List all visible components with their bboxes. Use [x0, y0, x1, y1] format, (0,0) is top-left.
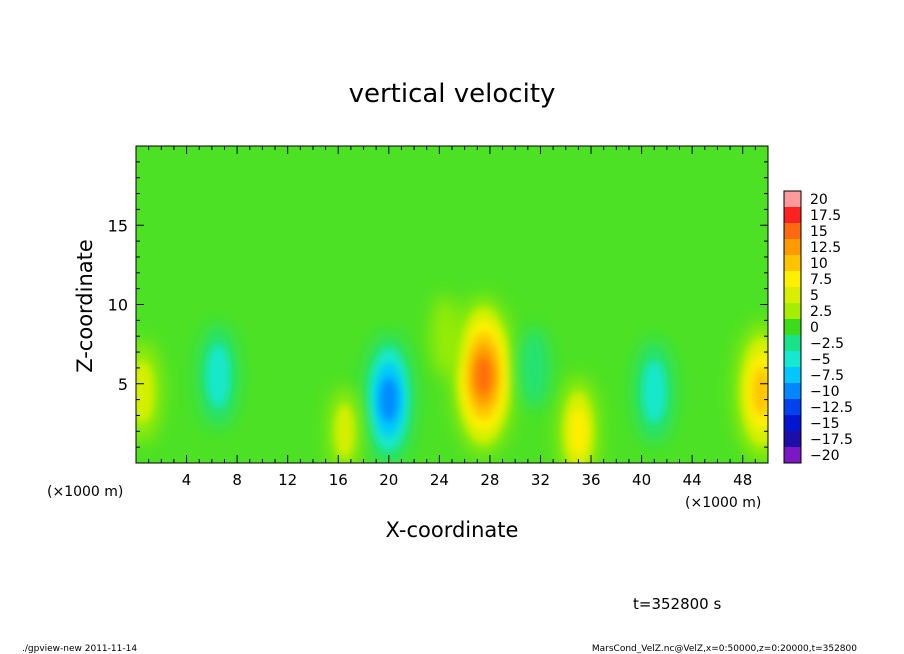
x-tick-label: 44 [683, 471, 702, 489]
velocity-features [136, 295, 768, 463]
colorbar-band [784, 207, 801, 224]
x-axis-label: X-coordinate [386, 518, 519, 542]
colorbar-band [784, 319, 801, 336]
colorbar-band [784, 431, 801, 448]
x-axis-ticks: 4 8 12 16 20 24 28 32 36 40 44 48 [148, 146, 756, 489]
y-tick-label: 5 [118, 375, 128, 394]
x-tick-label: 36 [581, 471, 600, 489]
x-tick-label: 16 [329, 471, 348, 489]
colorbar-band [784, 303, 801, 320]
colorbar-label: 12.5 [810, 240, 841, 256]
colorbar-label: 10 [810, 256, 828, 272]
x-tick-label: 8 [232, 471, 242, 489]
colorbar-band [784, 399, 801, 416]
velocity-feature [634, 340, 674, 444]
velocity-feature [136, 340, 162, 444]
y-tick-label: 15 [108, 216, 128, 235]
colorbar-label: −7.5 [810, 368, 844, 384]
colorbar-label: 20 [810, 192, 828, 208]
colorbar-label: 7.5 [810, 272, 832, 288]
colorbar-label: 2.5 [810, 304, 832, 320]
colorbar-band [784, 351, 801, 368]
colorbar-band [784, 335, 801, 352]
feature-contour [430, 295, 461, 378]
x-tick-label: 20 [379, 471, 398, 489]
colorbar-label: −20 [810, 448, 840, 464]
colorbar-label: 17.5 [810, 208, 841, 224]
feature-contour [206, 344, 230, 407]
colorbar-band [784, 367, 801, 384]
velocity-feature [557, 376, 600, 463]
colorbar-band [784, 191, 801, 208]
x-tick-label: 40 [632, 471, 651, 489]
plot-area [135, 145, 769, 464]
colorbar-label: −12.5 [810, 400, 853, 416]
colorbar-band [784, 287, 801, 304]
colorbar-frame [783, 190, 802, 464]
feature-contour [752, 368, 768, 415]
velocity-feature [734, 322, 768, 462]
colorbar [783, 190, 802, 464]
velocity-feature [519, 327, 549, 409]
colorbar-band [784, 271, 801, 288]
colorbar-labels: 2017.51512.5107.552.50−2.5−5−7.5−10−12.5… [810, 192, 853, 464]
x-tick-label: 32 [531, 471, 550, 489]
x-tick-label: 28 [480, 471, 499, 489]
colorbar-band [784, 239, 801, 256]
velocity-feature [451, 295, 516, 457]
velocity-feature [362, 333, 415, 463]
feature-contour [519, 327, 549, 409]
footer-right: MarsCond_VelZ.nc@VelZ,x=0:50000,z=0:2000… [592, 644, 857, 654]
colorbar-label: −5 [810, 352, 831, 368]
colorbar-label: −2.5 [810, 336, 844, 352]
colorbar-band [784, 383, 801, 400]
colorbar-label: 0 [810, 320, 819, 336]
colorbar-label: 5 [810, 288, 819, 304]
y-axis-ticks: 5 10 15 [108, 161, 768, 448]
colorbar-label: −15 [810, 416, 840, 432]
x-unit-right: (×1000 m) [685, 495, 761, 511]
colorbar-band [784, 415, 801, 432]
colorbar-band [784, 255, 801, 272]
chart-title: vertical velocity [349, 79, 556, 109]
x-tick-label: 4 [182, 471, 192, 489]
colorbar-label: −10 [810, 384, 840, 400]
colorbar-band [784, 223, 801, 240]
colorbar-band [784, 447, 801, 464]
velocity-feature [430, 295, 461, 378]
x-tick-label: 48 [733, 471, 752, 489]
colorbar-label: 15 [810, 224, 828, 240]
x-unit-left: (×1000 m) [47, 484, 123, 500]
feature-contour [569, 407, 588, 455]
x-tick-label: 12 [278, 471, 297, 489]
feature-contour [476, 357, 492, 395]
feature-contour [642, 360, 666, 423]
colorbar-label: −17.5 [810, 432, 853, 448]
y-axis-label: Z-coordinate [73, 239, 97, 373]
feature-contour [334, 404, 355, 458]
feature-contour [380, 377, 398, 422]
velocity-feature [198, 324, 238, 428]
footer-left: ./gpview-new 2011-11-14 [22, 644, 137, 654]
feature-contour [136, 360, 155, 423]
time-label: t=352800 s [633, 595, 721, 613]
velocity-feature [328, 386, 361, 463]
y-tick-label: 10 [108, 296, 128, 315]
x-tick-label: 24 [430, 471, 449, 489]
